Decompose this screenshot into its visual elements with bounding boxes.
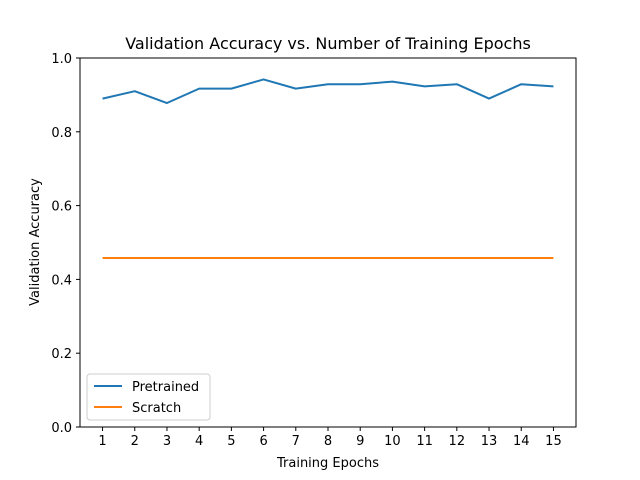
x-tick-label: 4: [195, 434, 203, 449]
x-tick-label: 3: [163, 434, 171, 449]
x-tick-label: 13: [481, 434, 498, 449]
x-tick-label: 6: [259, 434, 267, 449]
x-tick-label: 7: [292, 434, 300, 449]
x-tick-label: 14: [513, 434, 530, 449]
y-tick-label: 1.0: [51, 52, 72, 67]
x-tick-label: 5: [227, 434, 235, 449]
y-axis-label: Validation Accuracy: [28, 178, 43, 306]
x-tick-label: 11: [416, 434, 433, 449]
x-tick-label: 8: [324, 434, 332, 449]
legend-scratch-label: Scratch: [132, 401, 181, 416]
y-tick-label: 0.2: [51, 347, 72, 362]
x-axis-label: Training Epochs: [276, 456, 379, 471]
x-tick-label: 10: [384, 434, 401, 449]
x-tick-label: 15: [545, 434, 562, 449]
chart-title: Validation Accuracy vs. Number of Traini…: [125, 34, 531, 53]
y-tick-label: 0.8: [51, 126, 72, 141]
series-line-pretrained: [102, 78, 554, 105]
x-tick-label: 12: [449, 434, 466, 449]
x-tick-label: 1: [98, 434, 106, 449]
y-tick-label: 0.4: [51, 273, 72, 288]
legend-pretrained-label: Pretrained: [132, 380, 199, 395]
y-tick-label: 0.0: [51, 421, 72, 436]
y-tick-label: 0.6: [51, 200, 72, 215]
x-tick-label: 9: [356, 434, 364, 449]
legend: Pretrained Scratch: [86, 373, 211, 421]
x-tick-label: 2: [131, 434, 139, 449]
